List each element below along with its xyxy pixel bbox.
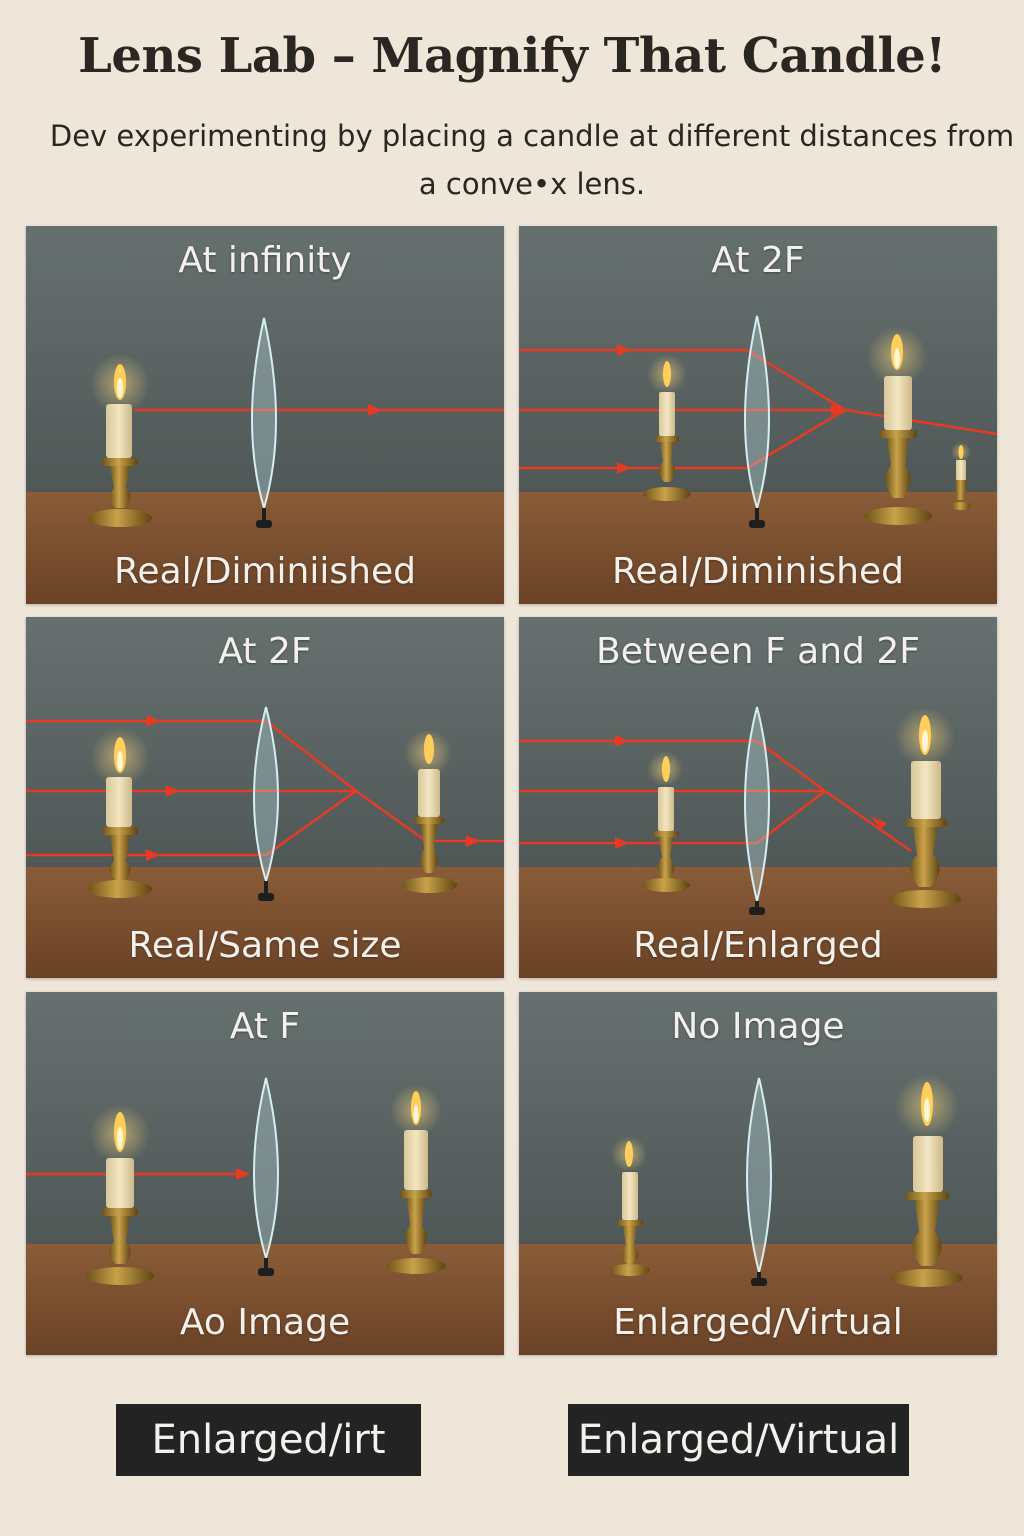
panel-at-2f-first: At 2F Real/Diminished bbox=[519, 226, 997, 604]
panel-between-f-and-2f: Between F and 2F Real/Enlarged bbox=[519, 617, 997, 978]
panel-title: At 2F bbox=[711, 240, 805, 281]
panel-caption: Real/Same size bbox=[128, 925, 402, 966]
enlarged-irt-button[interactable]: Enlarged/irt bbox=[116, 1404, 421, 1476]
panel-at-infinity: At infinity Real/Diminiished bbox=[26, 226, 504, 604]
panel-title: At 2F bbox=[218, 631, 312, 672]
panel-scene bbox=[519, 617, 997, 978]
panel-scene bbox=[519, 992, 997, 1355]
panel-title: Between F and 2F bbox=[596, 631, 920, 672]
enlarged-virtual-button[interactable]: Enlarged/Virtual bbox=[568, 1404, 909, 1476]
subtitle-line-1: Dev experimenting by placing a candle at… bbox=[49, 119, 1015, 153]
panel-title: No Image bbox=[671, 1006, 845, 1047]
panel-title: At infinity bbox=[178, 240, 352, 281]
panel-no-image: No Image Enlarged/Virtual bbox=[519, 992, 997, 1355]
panel-at-f: At F Ao Image bbox=[26, 992, 504, 1355]
page-title: Lens Lab – Magnify That Candle! bbox=[78, 28, 946, 84]
panel-caption: Real/Diminiished bbox=[114, 551, 416, 592]
panel-caption: Real/Enlarged bbox=[633, 925, 883, 966]
panel-scene bbox=[26, 992, 504, 1355]
subtitle-line-2: a conve•x lens. bbox=[418, 167, 646, 201]
panel-title: At F bbox=[229, 1006, 301, 1047]
panel-caption: Enlarged/Virtual bbox=[613, 1302, 903, 1343]
panel-at-2f-second: At 2F Real/Same size bbox=[26, 617, 504, 978]
panel-scene bbox=[26, 226, 504, 604]
panel-scene bbox=[26, 617, 504, 978]
panel-scene bbox=[519, 226, 997, 604]
panel-caption: Real/Diminished bbox=[612, 551, 904, 592]
panel-caption: Ao Image bbox=[179, 1302, 351, 1343]
page-subtitle: Dev experimenting by placing a candle at… bbox=[40, 112, 1024, 208]
